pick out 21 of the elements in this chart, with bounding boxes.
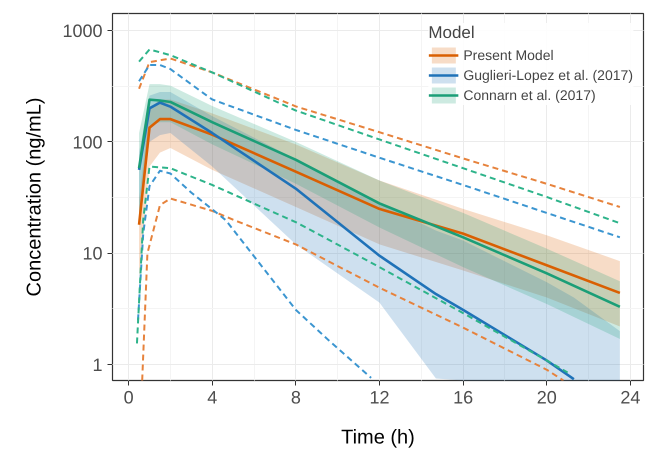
x-tick-label: 8: [290, 388, 301, 408]
x-tick-label: 0: [124, 388, 134, 408]
x-tick-label: 12: [369, 388, 390, 408]
x-tick-label: 20: [536, 388, 557, 408]
x-axis-title: Time (h): [341, 426, 415, 448]
legend-label: Guglieri-Lopez et al. (2017): [463, 66, 633, 85]
x-tick-label: 4: [207, 388, 218, 408]
x-tick-label: 16: [453, 388, 474, 408]
legend-title: Model: [428, 23, 476, 43]
x-tick-label: 24: [620, 388, 640, 408]
y-axis-title: Concentration (ng/mL): [23, 98, 46, 296]
legend-label: Present Model: [463, 46, 554, 65]
line-series: [141, 198, 564, 380]
line-series: [138, 118, 622, 294]
y-tick-label: 1: [92, 355, 103, 376]
legend-label: Connarn et al. (2017): [463, 86, 596, 105]
line-series: [136, 166, 569, 374]
y-tick-label: 100: [72, 132, 103, 152]
line-series: [137, 170, 372, 379]
y-tick-label: 10: [82, 244, 103, 264]
y-tick-label: 1000: [62, 20, 103, 41]
